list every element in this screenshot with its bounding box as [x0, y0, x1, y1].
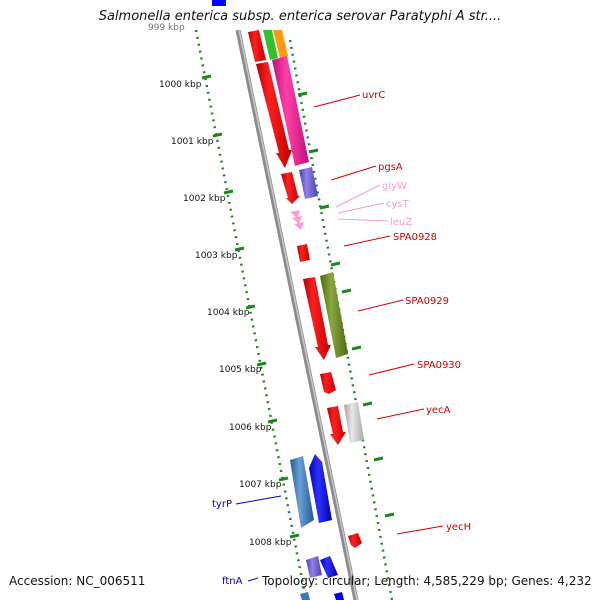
- scale-ticks: [201, 74, 395, 539]
- scale-label: 1004 kbp: [207, 308, 250, 318]
- accession-label: Accession: NC_006511: [9, 574, 146, 588]
- scale-label: 1003 kbp: [195, 251, 238, 261]
- topology-label: Topology: circular; Length: 4,585,229 bp…: [262, 574, 592, 588]
- cds-tyrP: [290, 456, 314, 528]
- scale-label: 1000 kbp: [159, 80, 202, 90]
- gene-label-SPA0930: SPA0930: [417, 360, 461, 371]
- cds-top-blue: [212, 0, 226, 6]
- cds-feature-orange: [273, 30, 288, 58]
- gene-label-yecH: yecH: [446, 522, 471, 533]
- cds-olive: [320, 272, 348, 358]
- cds-yecA: [327, 406, 346, 445]
- cds-bottom-steel: [300, 592, 310, 600]
- cds-pgsA-adj: [281, 172, 300, 204]
- trna-glyW: [290, 210, 300, 218]
- cds-bottom-blue: [320, 556, 338, 578]
- scale-label: 1001 kbp: [171, 137, 214, 147]
- gene-label-pgsA: pgsA: [378, 162, 403, 173]
- gene-label-cysT: cysT: [386, 199, 410, 210]
- scale-label: 1008 kbp: [249, 538, 292, 548]
- gene-label-ftnA: ftnA: [222, 576, 243, 587]
- cds-bottom-small: [334, 592, 344, 600]
- cds-blue-arrow: [309, 454, 332, 523]
- cds-yecH: [348, 533, 362, 548]
- inner-dotted-track: [194, 29, 308, 600]
- cds-feature-green: [263, 30, 278, 60]
- scale-label: 1007 kbp: [239, 480, 282, 490]
- scale-label: 1006 kbp: [229, 423, 272, 433]
- scale-labels: 999 kbp 1000 kbp 1001 kbp 1002 kbp 1003 …: [148, 23, 292, 548]
- cds-ftnA: [306, 556, 322, 578]
- cds-SPA0930: [320, 372, 336, 394]
- cds-pgsA: [299, 167, 318, 199]
- cds-magenta: [272, 56, 309, 166]
- reverse-strand-features: [248, 30, 346, 578]
- scale-label: 1005 kbp: [219, 365, 262, 375]
- gene-label-uvrC: uvrC: [362, 90, 385, 101]
- cds-SPA0928: [297, 244, 310, 262]
- gene-label-SPA0928: SPA0928: [393, 232, 437, 243]
- scale-label: 1002 kbp: [183, 194, 226, 204]
- gene-label-leuZ: leuZ: [390, 217, 412, 228]
- scale-label: 999 kbp: [148, 23, 185, 33]
- cds-SPA0929: [303, 277, 331, 360]
- genome-backbone: [235, 29, 359, 600]
- cds-feature: [248, 30, 266, 62]
- cds-gray: [344, 402, 364, 443]
- forward-strand-features: [263, 30, 364, 600]
- label-connectors: [235, 94, 444, 582]
- trna-leuZ: [294, 222, 304, 230]
- gene-label-tyrP: tyrP: [212, 499, 232, 510]
- gene-labels: uvrC pgsA glyW cysT leuZ SPA0928 SPA0929…: [212, 90, 471, 587]
- cds-uvrC: [256, 62, 292, 168]
- trna-cysT: [292, 216, 302, 224]
- gene-label-SPA0929: SPA0929: [405, 296, 449, 307]
- gene-label-glyW: glyW: [382, 181, 407, 192]
- gene-label-yecA: yecA: [426, 405, 451, 416]
- map-title: Salmonella enterica subsp. enterica sero…: [98, 9, 502, 24]
